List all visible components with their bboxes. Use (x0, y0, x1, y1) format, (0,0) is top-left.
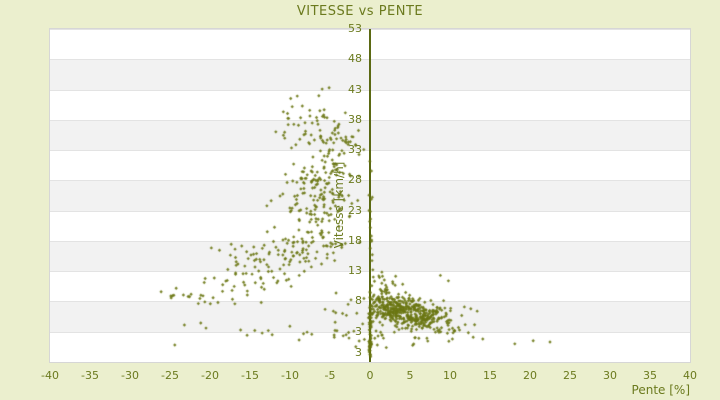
x-tick-label: 15 (483, 369, 497, 382)
x-tick-label: -40 (41, 369, 59, 382)
y-tick-label: 13 (348, 264, 362, 278)
x-tick-label: -30 (121, 369, 139, 382)
y-tick-label: 38 (348, 112, 362, 126)
y-tick-label: 33 (348, 143, 362, 157)
x-tick-label: -15 (241, 369, 259, 382)
y-axis-title: Vitesse [km/h] (332, 161, 346, 249)
y-tick-label: 23 (348, 203, 362, 217)
y-tick-label: 8 (355, 294, 362, 308)
x-tick-label: 35 (643, 369, 657, 382)
y-tick-label: 28 (348, 173, 362, 187)
y-tick-label: 3 (355, 346, 362, 359)
y-tick-label: 53 (348, 22, 362, 35)
y-tick-label: 18 (348, 233, 362, 247)
x-tick-label: 25 (563, 369, 577, 382)
y-tick-label: 3 (355, 324, 362, 338)
x-tick-label: 0 (366, 369, 374, 382)
x-axis-title: Pente [%] (631, 383, 690, 397)
x-tick-label: -25 (161, 369, 179, 382)
x-tick-label: 10 (443, 369, 457, 382)
y-tick-label: 48 (348, 52, 362, 66)
y-tick-label: 43 (348, 82, 362, 96)
x-tick-label: 40 (683, 369, 697, 382)
chart-title: VITESSE vs PENTE (296, 4, 424, 19)
x-tick-label: 20 (523, 369, 537, 382)
x-tick-label: 30 (603, 369, 617, 382)
x-tick-label: -5 (324, 369, 336, 382)
x-tick-label: 5 (406, 369, 414, 382)
x-tick-label: -35 (81, 369, 99, 382)
scatter-points-canvas (50, 29, 690, 362)
x-tick-label: -10 (281, 369, 299, 382)
x-tick-label: -20 (201, 369, 219, 382)
plot-area (49, 28, 691, 363)
